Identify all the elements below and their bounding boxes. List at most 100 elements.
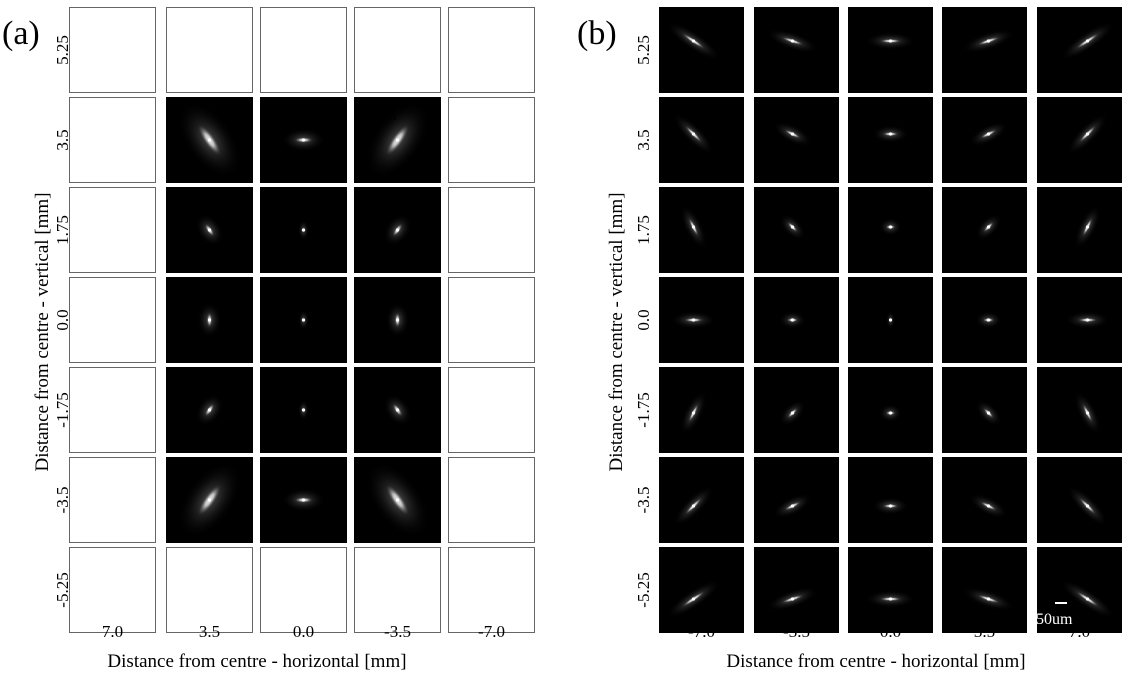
panel-a-col-labels: 7.0 3.5 0.0 -3.5 -7.0 bbox=[102, 622, 505, 641]
spot-core bbox=[986, 225, 991, 229]
spot-core bbox=[207, 408, 212, 412]
panel-b-scale-bar: 50um bbox=[1036, 602, 1073, 628]
empty-tile bbox=[260, 7, 347, 93]
image-tile bbox=[354, 367, 441, 453]
image-tile bbox=[166, 367, 253, 453]
empty-tile bbox=[260, 547, 347, 633]
panel-b-label: (b) bbox=[577, 15, 617, 52]
panel-b-grid bbox=[659, 7, 1122, 633]
spot-core bbox=[888, 597, 893, 601]
image-tile bbox=[166, 277, 253, 363]
panel-a-ylabel: Distance from centre - vertical [mm] bbox=[32, 192, 53, 471]
image-tile bbox=[166, 97, 253, 183]
image-tile bbox=[659, 7, 744, 93]
image-tile bbox=[260, 97, 347, 183]
image-tile bbox=[260, 547, 347, 633]
image-tile bbox=[69, 7, 156, 93]
panel-b-ylabel: Distance from centre - vertical [mm] bbox=[606, 192, 627, 471]
col-tick-label: 0.0 bbox=[293, 622, 314, 641]
image-tile bbox=[260, 7, 347, 93]
row-tick-label: -3.5 bbox=[53, 487, 72, 514]
row-tick-label: -1.75 bbox=[53, 392, 72, 427]
empty-tile bbox=[354, 547, 441, 633]
image-tile bbox=[354, 187, 441, 273]
empty-tile bbox=[448, 277, 535, 363]
image-tile bbox=[166, 187, 253, 273]
image-tile bbox=[166, 547, 253, 633]
image-tile bbox=[1037, 457, 1122, 543]
image-tile bbox=[260, 187, 347, 273]
panel-b-col-labels: -7.0 -3.5 0.0 3.5 7.0 bbox=[688, 622, 1090, 641]
image-tile bbox=[659, 187, 744, 273]
col-tick-label: -7.0 bbox=[478, 622, 505, 641]
row-tick-label: 0.0 bbox=[53, 309, 72, 330]
image-tile bbox=[848, 187, 933, 273]
spot-core bbox=[986, 504, 991, 508]
spot-core bbox=[1085, 39, 1090, 43]
empty-tile bbox=[448, 457, 535, 543]
empty-tile bbox=[69, 97, 156, 183]
image-tile bbox=[848, 7, 933, 93]
spot-core bbox=[691, 318, 696, 322]
panel-b: (b) Distance from centre - vertical [mm]… bbox=[577, 7, 1122, 672]
col-tick-label: 7.0 bbox=[1069, 622, 1090, 641]
row-tick-label: 3.5 bbox=[53, 129, 72, 150]
image-tile bbox=[354, 7, 441, 93]
image-tile bbox=[754, 187, 839, 273]
tile-background bbox=[848, 7, 933, 93]
spot-core bbox=[691, 597, 696, 601]
panel-a-scale-bar: 50um bbox=[360, 100, 397, 124]
spot-core bbox=[207, 228, 212, 232]
col-tick-label: 3.5 bbox=[199, 622, 220, 641]
spot-core bbox=[301, 498, 306, 502]
spot-core bbox=[790, 39, 795, 43]
spot-core bbox=[888, 132, 893, 136]
image-tile bbox=[1037, 277, 1122, 363]
spot-core bbox=[1085, 411, 1090, 415]
row-tick-label: 1.75 bbox=[634, 215, 653, 245]
scale-bar-label: 50um bbox=[1036, 611, 1073, 628]
spot-core bbox=[395, 498, 400, 502]
image-tile bbox=[448, 187, 535, 273]
image-tile bbox=[260, 367, 347, 453]
spot-core bbox=[301, 228, 306, 232]
spot-core bbox=[207, 318, 212, 322]
panel-b-row-labels: 5.25 3.5 1.75 0.0 -1.75 -3.5 -5.25 bbox=[634, 35, 653, 608]
empty-tile bbox=[448, 97, 535, 183]
empty-tile bbox=[166, 7, 253, 93]
row-tick-label: -3.5 bbox=[634, 487, 653, 514]
image-tile bbox=[848, 367, 933, 453]
image-tile bbox=[942, 277, 1027, 363]
row-tick-label: -1.75 bbox=[634, 392, 653, 427]
image-tile bbox=[659, 547, 744, 633]
image-tile bbox=[942, 7, 1027, 93]
image-tile bbox=[848, 277, 933, 363]
spot-core bbox=[691, 39, 696, 43]
panel-a-row-labels: 5.25 3.5 1.75 0.0 -1.75 -3.5 -5.25 bbox=[53, 35, 72, 608]
image-tile bbox=[448, 547, 535, 633]
spot-core bbox=[888, 39, 893, 43]
spot-core bbox=[691, 132, 696, 136]
spot-core bbox=[1085, 504, 1090, 508]
image-tile bbox=[942, 547, 1027, 633]
spot-core bbox=[301, 408, 306, 412]
image-tile bbox=[69, 367, 156, 453]
empty-tile bbox=[448, 547, 535, 633]
empty-tile bbox=[69, 7, 156, 93]
empty-tile bbox=[166, 547, 253, 633]
image-tile bbox=[1037, 547, 1122, 633]
image-tile bbox=[659, 277, 744, 363]
empty-tile bbox=[448, 367, 535, 453]
spot-core bbox=[691, 504, 696, 508]
image-tile bbox=[1037, 97, 1122, 183]
row-tick-label: 3.5 bbox=[634, 129, 653, 150]
panel-a: (a) Distance from centre - vertical [mm]… bbox=[2, 7, 535, 672]
col-tick-label: -7.0 bbox=[688, 622, 715, 641]
empty-tile bbox=[69, 277, 156, 363]
image-tile bbox=[448, 7, 535, 93]
image-tile bbox=[69, 547, 156, 633]
empty-tile bbox=[69, 457, 156, 543]
col-tick-label: -3.5 bbox=[384, 622, 411, 641]
spot-core bbox=[888, 225, 893, 229]
col-tick-label: 3.5 bbox=[974, 622, 995, 641]
